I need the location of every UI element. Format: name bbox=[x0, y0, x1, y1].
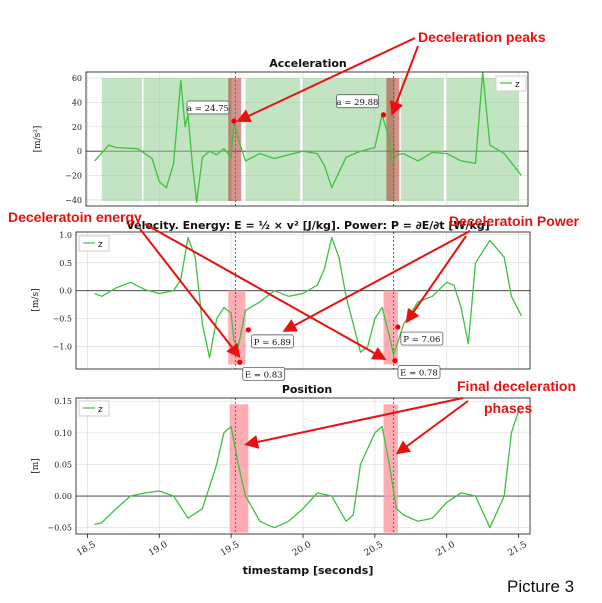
velocity-ytick-label: −1.0 bbox=[53, 343, 72, 352]
annotation-overlay: Deceleration peaks Deceleratoin energy D… bbox=[8, 29, 579, 455]
velocity-shaded-window bbox=[383, 290, 398, 365]
velocity-value-label: P = 7.06 bbox=[403, 335, 440, 345]
acceleration-value-label: a = 29.88 bbox=[337, 98, 379, 108]
velocity-ylabel: [m/s] bbox=[31, 288, 41, 311]
acceleration-ytick-label: 20 bbox=[72, 123, 82, 132]
acceleration-ytick-label: −20 bbox=[65, 172, 82, 181]
acceleration-ytick-label: −40 bbox=[65, 196, 82, 205]
acceleration-ylabel: [m/s²] bbox=[33, 126, 43, 153]
final-phases-note-line1: Final deceleration bbox=[457, 378, 576, 394]
x-tick-label: 21.5 bbox=[506, 540, 529, 559]
x-tick-label: 20.5 bbox=[363, 540, 386, 559]
acceleration-marker-dot bbox=[231, 118, 237, 124]
acceleration-shaded-window bbox=[446, 78, 519, 201]
acceleration-shaded-window bbox=[400, 78, 444, 201]
x-tick-label: 21.0 bbox=[435, 540, 458, 559]
acceleration-series-z bbox=[94, 71, 523, 203]
position-legend-label: z bbox=[98, 405, 103, 415]
velocity-marker-dot bbox=[392, 358, 398, 364]
position-panel: Position −0.05 0.00 0.05 0.10 0.15 [m] z 18.… bbox=[31, 383, 531, 577]
velocity-ytick-label: 0.0 bbox=[59, 287, 72, 296]
x-tick-label: 19.5 bbox=[219, 540, 242, 559]
final-phases-note-line2: phases bbox=[484, 400, 532, 416]
acceleration-ytick-label: 60 bbox=[72, 74, 82, 83]
acceleration-peak-band bbox=[386, 78, 400, 201]
velocity-legend: z bbox=[78, 235, 110, 252]
position-ytick-label: −0.05 bbox=[47, 524, 72, 533]
velocity-ytick-label: −0.5 bbox=[53, 315, 72, 324]
velocity-series-z bbox=[94, 236, 523, 359]
acceleration-shaded-window bbox=[143, 78, 232, 201]
deceleration-peaks-arrow-2 bbox=[389, 45, 419, 116]
velocity-legend-label: z bbox=[98, 240, 103, 250]
velocity-ytick-label: 0.5 bbox=[59, 259, 72, 268]
acceleration-ytick-label: 0 bbox=[77, 147, 82, 156]
position-ytick-label: 0.00 bbox=[54, 492, 72, 501]
deceleration-peaks-arrow-1 bbox=[236, 37, 416, 123]
acceleration-panel: Acceleration −40 −20 0 20 40 60 [m/s²] a = 24… bbox=[33, 57, 529, 207]
position-title: Position bbox=[282, 383, 332, 396]
acceleration-peak-band bbox=[228, 78, 242, 201]
deceleration-energy-note: Deceleratoin energy bbox=[8, 209, 142, 225]
deceleration-energy-arrow-1 bbox=[139, 228, 241, 359]
velocity-value-label: E = 0.83 bbox=[245, 370, 283, 380]
acceleration-legend-label: z bbox=[515, 80, 520, 90]
acceleration-title: Acceleration bbox=[269, 57, 347, 70]
velocity-frame bbox=[75, 231, 531, 370]
position-ytick-label: 0.10 bbox=[54, 429, 72, 438]
velocity-panel: Velocity. Energy: E = ½ × v² [J/kg]. Pow… bbox=[31, 219, 531, 381]
x-axis-label: timestamp [seconds] bbox=[243, 564, 374, 577]
position-legend: z bbox=[78, 400, 110, 417]
deceleration-power-arrow-2 bbox=[405, 235, 467, 324]
deceleration-power-arrow-1 bbox=[282, 230, 471, 332]
acceleration-value-label: a = 24.75 bbox=[187, 104, 229, 114]
position-series-z bbox=[94, 410, 522, 529]
deceleration-energy-arrow-2 bbox=[144, 223, 387, 360]
velocity-value-box bbox=[251, 334, 294, 349]
acceleration-ytick-label: 40 bbox=[72, 98, 82, 107]
final-phases-arrow-2 bbox=[395, 400, 469, 455]
acceleration-shaded-window bbox=[245, 78, 301, 201]
position-ytick-label: 0.05 bbox=[54, 460, 72, 469]
acceleration-shaded-window bbox=[101, 78, 142, 201]
acceleration-marker-dot bbox=[380, 112, 387, 118]
position-shaded-window bbox=[383, 404, 398, 533]
final-phases-arrow-1 bbox=[244, 397, 464, 449]
x-tick-label: 18.5 bbox=[75, 540, 98, 559]
x-tick-label: 19.0 bbox=[147, 540, 170, 559]
deceleration-power-note: Deceleratoin Power bbox=[449, 213, 579, 229]
velocity-value-box bbox=[242, 366, 286, 381]
picture-caption: Picture 3 bbox=[507, 577, 574, 596]
position-ytick-label: 0.15 bbox=[54, 397, 72, 406]
acceleration-value-box bbox=[336, 94, 379, 109]
velocity-ytick-label: 1.0 bbox=[59, 231, 72, 240]
position-ylabel: [m] bbox=[31, 458, 41, 474]
velocity-title: Velocity. Energy: E = ½ × v² [J/kg]. Pow… bbox=[126, 219, 490, 232]
velocity-value-label: P = 6.89 bbox=[254, 338, 291, 348]
acceleration-value-box bbox=[186, 100, 230, 115]
x-tick-label: 20.0 bbox=[291, 540, 314, 559]
velocity-marker-dot bbox=[237, 359, 243, 365]
acceleration-frame bbox=[85, 71, 529, 207]
velocity-value-box bbox=[400, 331, 444, 346]
deceleration-peaks-note: Deceleration peaks bbox=[418, 29, 546, 45]
acceleration-legend: z bbox=[495, 75, 527, 92]
velocity-marker-dot bbox=[395, 324, 401, 330]
velocity-value-box bbox=[397, 365, 441, 379]
velocity-marker-dot bbox=[245, 327, 251, 333]
velocity-value-label: E = 0.78 bbox=[400, 369, 438, 379]
